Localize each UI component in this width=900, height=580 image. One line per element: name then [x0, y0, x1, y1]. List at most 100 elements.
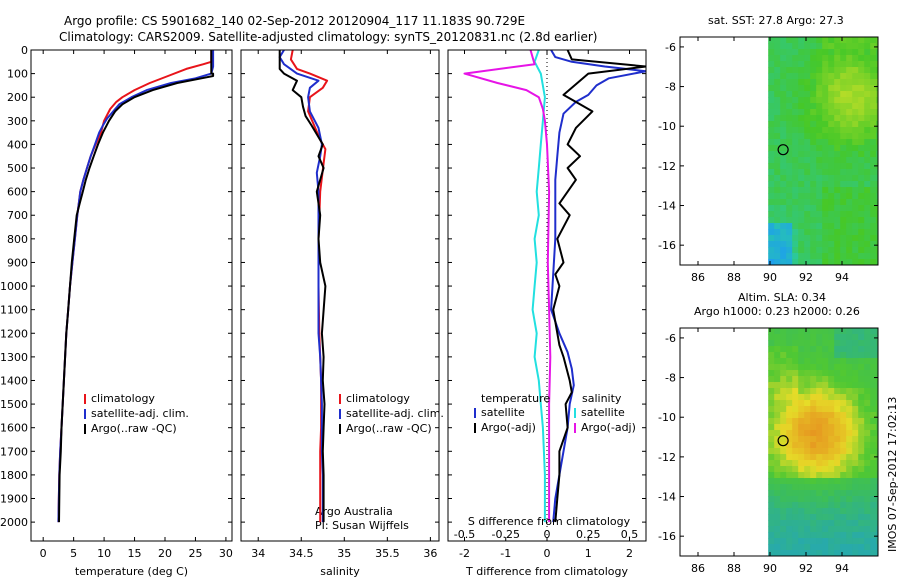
sla-cell	[876, 532, 879, 539]
sst-cell	[804, 85, 811, 92]
sst-cell	[798, 229, 805, 236]
sst-cell	[816, 247, 823, 254]
sst-cell	[858, 61, 865, 68]
sla-cell	[774, 376, 781, 383]
sst-cell	[798, 259, 805, 266]
salinity-legend-label-0: climatology	[346, 392, 410, 405]
sla-cell	[792, 400, 799, 407]
sla-cell	[816, 418, 823, 425]
sla-cell	[846, 352, 853, 359]
sla-cell	[822, 538, 829, 545]
sla-cell	[798, 454, 805, 461]
sla-cell	[870, 478, 877, 485]
sst-cell	[798, 217, 805, 224]
sst-cell	[774, 109, 781, 116]
sst-cell	[858, 247, 865, 254]
depth-tick-label: 900	[7, 256, 28, 269]
sla-cell	[774, 448, 781, 455]
sla-cell	[774, 346, 781, 353]
sst-cell	[792, 97, 799, 104]
sst-cell	[864, 223, 871, 230]
sla-cell	[864, 472, 871, 479]
sla-cell	[858, 490, 865, 497]
sla-cell	[786, 544, 793, 551]
sst-cell	[768, 37, 775, 44]
sla-cell	[804, 370, 811, 377]
sst-cell	[834, 157, 841, 164]
sla-cell	[768, 400, 775, 407]
sla-cell	[852, 412, 859, 419]
sla-cell	[786, 508, 793, 515]
sst-cell	[786, 217, 793, 224]
sla-cell	[798, 514, 805, 521]
sst-cell	[876, 241, 879, 248]
sst-map	[768, 37, 879, 266]
sla-cell	[798, 484, 805, 491]
sst-cell	[858, 97, 865, 104]
sla-cell	[858, 376, 865, 383]
sst-cell	[840, 211, 847, 218]
sst-cell	[852, 157, 859, 164]
sla-cell	[876, 508, 879, 515]
sst-cell	[768, 235, 775, 242]
sla-cell	[864, 484, 871, 491]
sst-cell	[822, 205, 829, 212]
sla-cell	[852, 454, 859, 461]
sst-cell	[834, 49, 841, 56]
sst-cell	[786, 79, 793, 86]
depth-tick-label: 1200	[0, 327, 28, 340]
depth-tick-label: 1500	[0, 398, 28, 411]
sla-cell	[876, 478, 879, 485]
sla-cell	[810, 520, 817, 527]
sla-cell	[840, 394, 847, 401]
sla-cell	[798, 352, 805, 359]
sst-cell	[810, 235, 817, 242]
sla-cell	[816, 466, 823, 473]
sst-cell	[864, 139, 871, 146]
temperature-legend-label-1: satellite-adj. clim.	[91, 407, 189, 420]
sst-cell	[822, 49, 829, 56]
sla-cell	[822, 430, 829, 437]
sla-cell	[876, 382, 879, 389]
depth-tick-label: 600	[7, 186, 28, 199]
sst-cell	[852, 217, 859, 224]
sla-cell	[780, 520, 787, 527]
sst-cell	[864, 115, 871, 122]
sla-cell	[780, 418, 787, 425]
sst-cell	[786, 121, 793, 128]
sst-cell	[810, 61, 817, 68]
sla-cell	[816, 478, 823, 485]
sst-cell	[774, 235, 781, 242]
sst-cell	[810, 121, 817, 128]
sla-cell	[840, 484, 847, 491]
sst-cell	[816, 199, 823, 206]
sla-cell	[840, 472, 847, 479]
sla-cell	[768, 538, 775, 545]
sst-cell	[768, 61, 775, 68]
sla-cell	[774, 442, 781, 449]
sst-cell	[840, 217, 847, 224]
sla-cell	[792, 484, 799, 491]
sla-cell	[786, 328, 793, 335]
sla-cell	[792, 520, 799, 527]
temperature-tick-label: 10	[97, 547, 111, 560]
sst-cell	[852, 49, 859, 56]
sst-cell	[774, 115, 781, 122]
sla-cell	[846, 436, 853, 443]
sla-cell	[774, 496, 781, 503]
sst-cell	[780, 133, 787, 140]
sst-cell	[858, 37, 865, 44]
sla-lon-tick-label: 88	[727, 562, 741, 575]
sst-cell	[846, 109, 853, 116]
sst-cell	[774, 223, 781, 230]
sla-cell	[816, 520, 823, 527]
sla-cell	[792, 544, 799, 551]
sst-cell	[858, 145, 865, 152]
sst-cell	[840, 247, 847, 254]
diff-legend-temperature-label-1: Argo(-adj)	[481, 421, 536, 434]
sst-cell	[834, 85, 841, 92]
sla-cell	[804, 418, 811, 425]
sla-cell	[804, 472, 811, 479]
sla-cell	[822, 406, 829, 413]
sst-cell	[780, 127, 787, 134]
